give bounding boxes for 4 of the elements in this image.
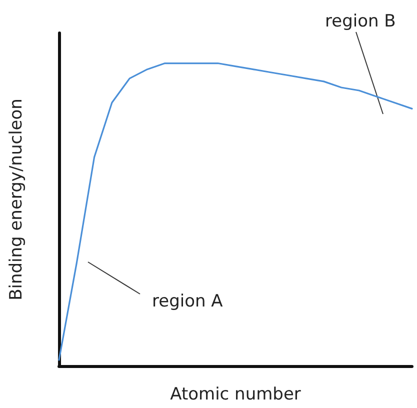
text: region B [325, 12, 396, 32]
annotation: region A [152, 292, 224, 312]
y-axis-title: Binding energy/nucleon [6, 98, 26, 300]
x-axis-title: Atomic number [170, 384, 301, 404]
